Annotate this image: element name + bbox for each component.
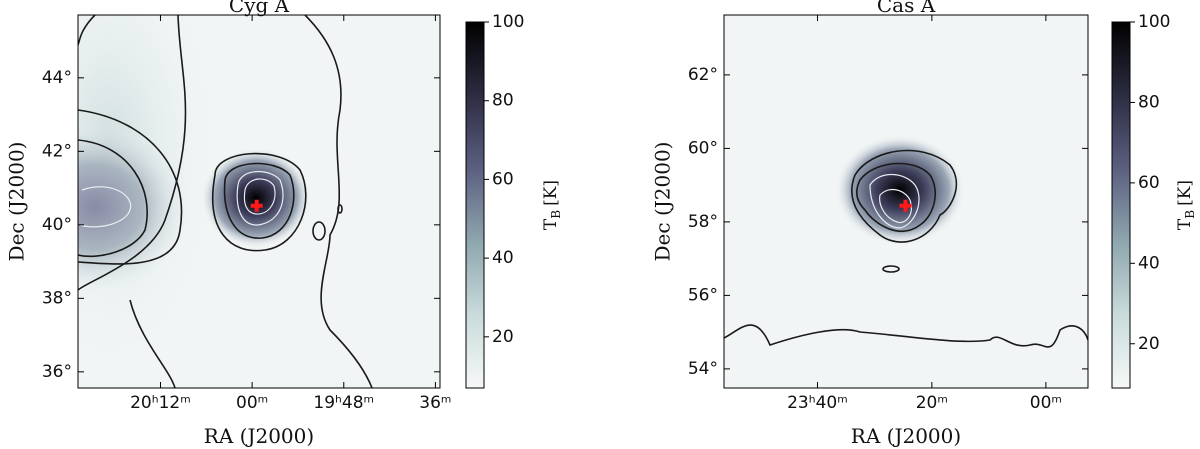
colorbar-label-symbol: T (541, 218, 561, 230)
x-tick-label: 20ʰ12ᵐ (130, 393, 191, 413)
y-tick-label: 42° (42, 141, 72, 161)
colorbar-tick-label: 100 (492, 12, 524, 32)
colorbar-label: TB [K] (541, 180, 563, 230)
x-tick-label: 20ᵐ (916, 393, 948, 413)
colorbar-tick-label: 40 (492, 248, 514, 268)
colorbar-tick-label: 80 (1138, 92, 1160, 112)
chart-title: Cyg A (229, 0, 290, 17)
colorbar-tick-label: 60 (492, 169, 514, 189)
colorbar-label-symbol: T (1175, 218, 1195, 230)
map-image (78, 15, 440, 388)
colorbar-tick-label: 60 (1138, 173, 1160, 193)
y-tick-label: 38° (42, 288, 72, 308)
colorbar-tick-label: 100 (1138, 12, 1170, 32)
y-tick-label: 58° (688, 212, 718, 232)
x-tick-label: 19ʰ48ᵐ (313, 393, 374, 413)
colorbar-label: TB [K] (1175, 180, 1197, 230)
y-tick-label: 40° (42, 215, 72, 235)
source-marker (899, 199, 912, 212)
y-tick-label: 56° (688, 285, 718, 305)
colorbar-label-unit: [K] (541, 180, 561, 206)
x-tick-label: 00ᵐ (1030, 393, 1062, 413)
colorbar (465, 21, 485, 389)
y-tick-label: 44° (42, 68, 72, 88)
colorbar-tick-label: 80 (492, 91, 514, 111)
x-tick-label: 23ʰ40ᵐ (787, 393, 848, 413)
x-axis-label: RA (J2000) (204, 424, 314, 448)
y-tick-label: 60° (688, 138, 718, 158)
colorbar-label-subscript: B (1183, 210, 1197, 219)
x-tick-label: 36ᵐ (419, 393, 451, 413)
y-axis-label: Dec (J2000) (651, 142, 675, 262)
map-image (724, 15, 1088, 388)
axes-frame (723, 14, 1089, 389)
source-marker (250, 199, 263, 212)
colorbar-tick-label: 40 (1138, 253, 1160, 273)
colorbar (1111, 21, 1131, 389)
colorbar-tick-label: 20 (1138, 334, 1160, 354)
colorbar-tick-label: 20 (492, 327, 514, 347)
axes-frame (77, 14, 441, 389)
y-tick-label: 54° (688, 359, 718, 379)
y-tick-label: 62° (688, 65, 718, 85)
chart-title: Cas A (877, 0, 936, 17)
y-axis-label: Dec (J2000) (5, 142, 29, 262)
colorbar-label-subscript: B (549, 210, 563, 219)
x-axis-label: RA (J2000) (851, 424, 961, 448)
colorbar-label-unit: [K] (1175, 180, 1195, 206)
x-tick-label: 00ᵐ (236, 393, 268, 413)
y-tick-label: 36° (42, 362, 72, 382)
